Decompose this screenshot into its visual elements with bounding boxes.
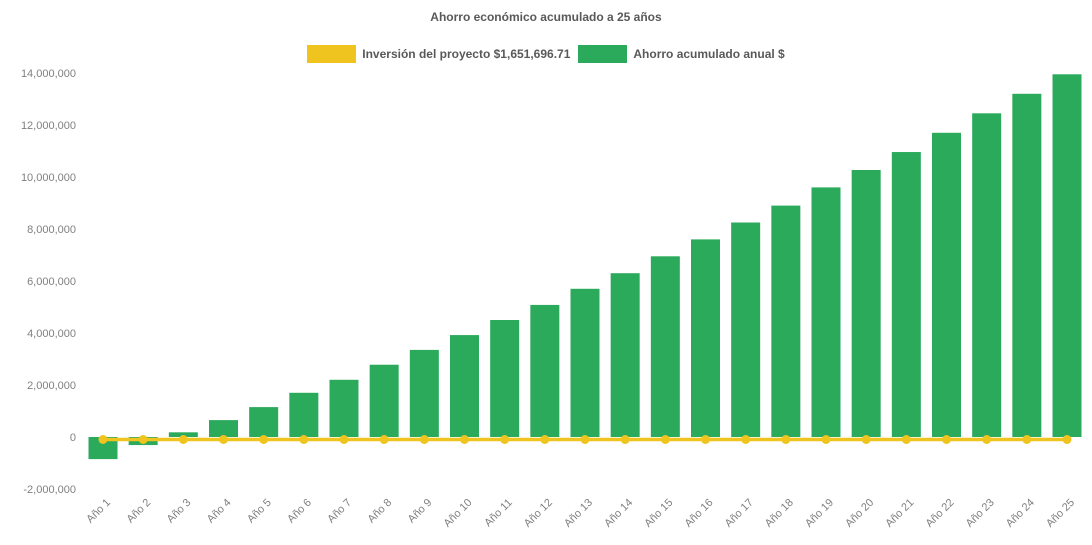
line-marker [1022,435,1032,444]
x-tick-label: Año 20 [843,497,876,530]
bar [450,335,479,437]
y-tick-label: 8,000,000 [27,224,76,236]
line-marker [339,435,349,444]
line-series-investment [98,435,1072,444]
bar [168,432,198,437]
legend-swatch-investment [307,45,357,63]
bar [610,273,640,437]
bar [932,132,961,438]
x-tick-label: Año 18 [763,497,796,530]
chart-title: Ahorro económico acumulado a 25 años [430,10,662,24]
bar [369,364,399,437]
line-marker [138,435,148,444]
line-marker [781,435,791,444]
legend-item-savings[interactable]: Ahorro acumulado anual $ [578,45,785,63]
line-marker [419,435,429,444]
bar [409,349,439,437]
y-tick-label: 0 [70,432,76,444]
bar [771,205,801,437]
x-tick-label: Año 10 [441,497,474,530]
legend-label-investment: Inversión del proyecto $1,651,696.71 [362,47,571,61]
x-tick-label: Año 11 [482,497,515,530]
line-marker [620,435,630,444]
x-tick-label: Año 9 [406,497,435,526]
x-tick-label: Año 13 [562,497,595,530]
y-tick-label: 6,000,000 [27,276,76,288]
line-marker [219,435,228,444]
legend-label-savings: Ahorro acumulado anual $ [633,47,785,61]
y-axis-tick-labels: -2,000,000 0 2,000,000 4,000,000 6,000,000 8,… [21,68,76,496]
x-tick-label: Año 16 [682,497,715,530]
bar [570,288,600,437]
line-marker [259,435,269,444]
bar [329,379,359,437]
bar [530,304,560,437]
x-tick-label: Año 6 [285,497,314,526]
line-marker [299,435,309,444]
y-tick-label: -2,000,000 [23,484,76,496]
bar [811,187,841,437]
x-tick-label: Año 15 [642,497,675,530]
x-tick-label: Año 25 [1044,497,1077,530]
x-tick-label: Año 2 [124,497,153,526]
bar [691,239,720,437]
line-marker [741,435,751,444]
bar [1012,93,1042,438]
x-tick-label: Año 4 [205,497,234,526]
line-marker [901,435,911,444]
bar [891,152,921,438]
line-marker [379,435,389,444]
x-tick-label: Año 23 [964,497,997,530]
x-tick-label: Año 12 [522,497,555,530]
bar [249,407,279,437]
y-tick-label: 4,000,000 [27,328,76,340]
x-tick-label: Año 22 [923,497,956,530]
line-marker [861,435,871,444]
legend: Inversión del proyecto $1,651,696.71 Aho… [0,45,1092,63]
x-tick-label: Año 7 [325,497,354,526]
x-tick-label: Año 17 [723,497,756,530]
line-marker [98,435,108,444]
line-marker [460,435,469,444]
bar [289,392,319,437]
x-tick-label: Año 8 [365,497,394,526]
x-axis-tick-labels: Año 1 Año 2 Año 3 Año 4 Año 5 Año 6 Año 7 Año 8… [84,497,1077,530]
line-marker [942,435,951,444]
y-tick-label: 10,000,000 [21,172,76,184]
bar [650,256,680,437]
line-marker [701,435,710,444]
x-tick-label: Año 19 [803,497,836,530]
bar [851,169,881,438]
bar [88,437,118,460]
legend-swatch-savings [578,45,628,63]
y-tick-label: 14,000,000 [21,68,76,80]
bar [972,113,1002,438]
x-tick-label: Año 21 [883,497,916,530]
bar [209,420,238,437]
x-tick-label: Año 14 [602,497,635,530]
bar-series-savings [88,74,1082,460]
legend-item-investment[interactable]: Inversión del proyecto $1,651,696.71 [307,45,570,63]
bar [1052,74,1082,438]
x-tick-label: Año 3 [165,497,194,526]
x-tick-label: Año 1 [84,497,113,526]
x-tick-label: Año 5 [245,497,274,526]
bar [731,222,761,437]
line-marker [660,435,670,444]
line-marker [982,435,992,444]
line-marker [580,435,590,444]
line-marker [500,435,510,444]
line-marker [540,435,550,444]
y-tick-label: 2,000,000 [27,380,76,392]
bar [490,320,520,437]
x-tick-label: Año 24 [1004,497,1037,530]
line-marker [1062,435,1072,444]
line-marker [821,435,831,444]
line-marker [178,435,188,444]
y-tick-label: 12,000,000 [21,120,76,132]
